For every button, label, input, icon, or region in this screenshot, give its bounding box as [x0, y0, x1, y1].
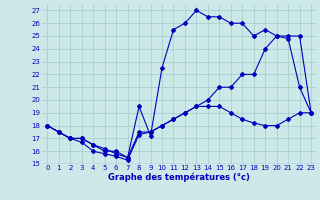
X-axis label: Graphe des températures (°c): Graphe des températures (°c) — [108, 173, 250, 182]
